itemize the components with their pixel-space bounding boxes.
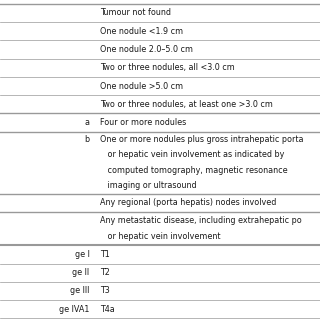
Text: or hepatic vein involvement: or hepatic vein involvement: [100, 232, 221, 242]
Text: ge IVA1: ge IVA1: [59, 305, 90, 314]
Text: or hepatic vein involvement as indicated by: or hepatic vein involvement as indicated…: [100, 150, 284, 159]
Text: Two or three nodules, all <3.0 cm: Two or three nodules, all <3.0 cm: [100, 63, 235, 72]
Text: One or more nodules plus gross intrahepatic porta: One or more nodules plus gross intrahepa…: [100, 135, 304, 144]
Text: T4a: T4a: [100, 305, 115, 314]
Text: ge II: ge II: [72, 268, 90, 277]
Text: Four or more nodules: Four or more nodules: [100, 118, 187, 127]
Text: ge I: ge I: [75, 250, 90, 259]
Text: Two or three nodules, at least one >3.0 cm: Two or three nodules, at least one >3.0 …: [100, 100, 273, 109]
Text: imaging or ultrasound: imaging or ultrasound: [100, 181, 197, 190]
Text: b: b: [84, 135, 90, 144]
Text: One nodule >5.0 cm: One nodule >5.0 cm: [100, 82, 183, 91]
Text: Any regional (porta hepatis) nodes involved: Any regional (porta hepatis) nodes invol…: [100, 198, 276, 207]
Text: One nodule 2.0–5.0 cm: One nodule 2.0–5.0 cm: [100, 45, 193, 54]
Text: a: a: [84, 118, 90, 127]
Text: T1: T1: [100, 250, 110, 259]
Text: Tumour not found: Tumour not found: [100, 8, 171, 18]
Text: computed tomography, magnetic resonance: computed tomography, magnetic resonance: [100, 166, 288, 175]
Text: Any metastatic disease, including extrahepatic po: Any metastatic disease, including extrah…: [100, 216, 302, 225]
Text: T2: T2: [100, 268, 110, 277]
Text: T3: T3: [100, 286, 110, 295]
Text: One nodule <1.9 cm: One nodule <1.9 cm: [100, 27, 183, 36]
Text: ge III: ge III: [70, 286, 90, 295]
